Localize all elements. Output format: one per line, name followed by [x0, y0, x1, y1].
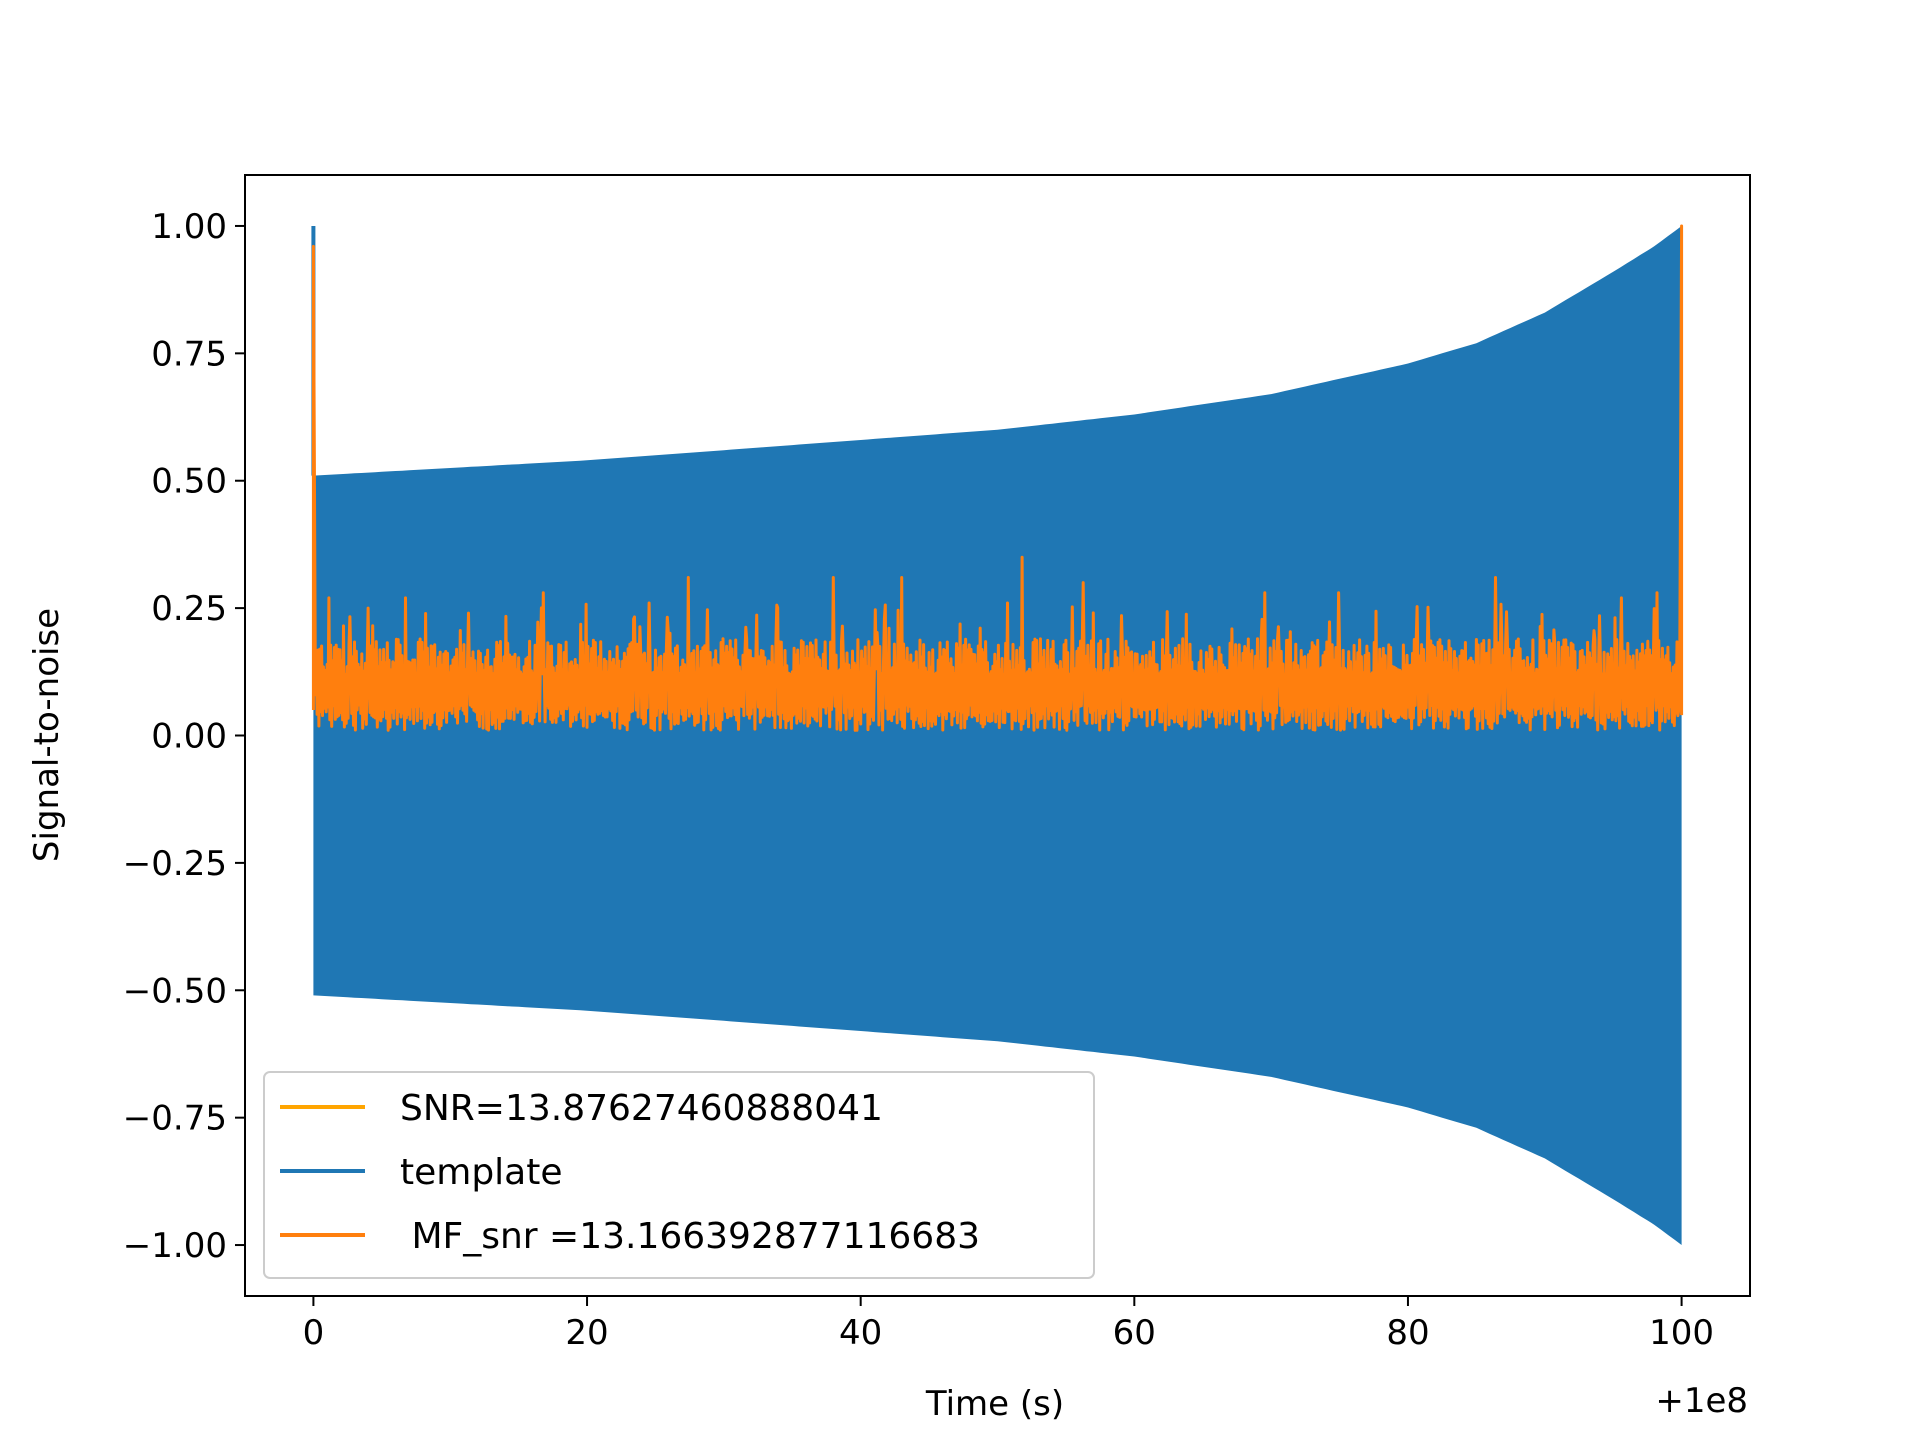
y-tick-label: 0.25 [151, 589, 227, 629]
y-tick-label: −1.00 [123, 1226, 227, 1266]
y-tick-label: 0.00 [151, 717, 227, 757]
y-tick-label: −0.75 [123, 1099, 227, 1139]
x-tick-label: 0 [303, 1313, 325, 1353]
mf-snr-series [311, 224, 1684, 732]
axis-ticks: 0 20 40 60 80 100 1.00 0.75 0.50 0.25 0.00 −0.25 −0.… [123, 207, 1714, 1353]
y-tick-label: 0.75 [151, 334, 227, 374]
x-tick-label: 60 [1113, 1313, 1156, 1353]
x-axis-label: Time (s) [925, 1384, 1064, 1424]
y-tick-label: 1.00 [151, 207, 227, 247]
x-tick-label: 40 [839, 1313, 882, 1353]
legend-label-snr: SNR=13.87627460888041 [400, 1088, 883, 1129]
legend-label-mf-snr: MF_snr =13.166392877116683 [400, 1216, 980, 1257]
y-tick-label: −0.50 [123, 971, 227, 1011]
plot-area [311, 224, 1684, 1245]
y-tick-label: −0.25 [123, 844, 227, 884]
legend-label-template: template [400, 1152, 563, 1193]
y-axis-label: Signal-to-noise [27, 608, 67, 862]
x-axis-offset-label: +1e8 [1655, 1381, 1748, 1421]
x-tick-label: 20 [565, 1313, 608, 1353]
template-series [313, 226, 1682, 1245]
y-tick-label: 0.50 [151, 462, 227, 502]
legend: SNR=13.87627460888041 template MF_snr =1… [263, 1071, 1095, 1279]
x-tick-label: 100 [1649, 1313, 1714, 1353]
x-tick-label: 80 [1386, 1313, 1429, 1353]
legend-frame [263, 1071, 1095, 1279]
